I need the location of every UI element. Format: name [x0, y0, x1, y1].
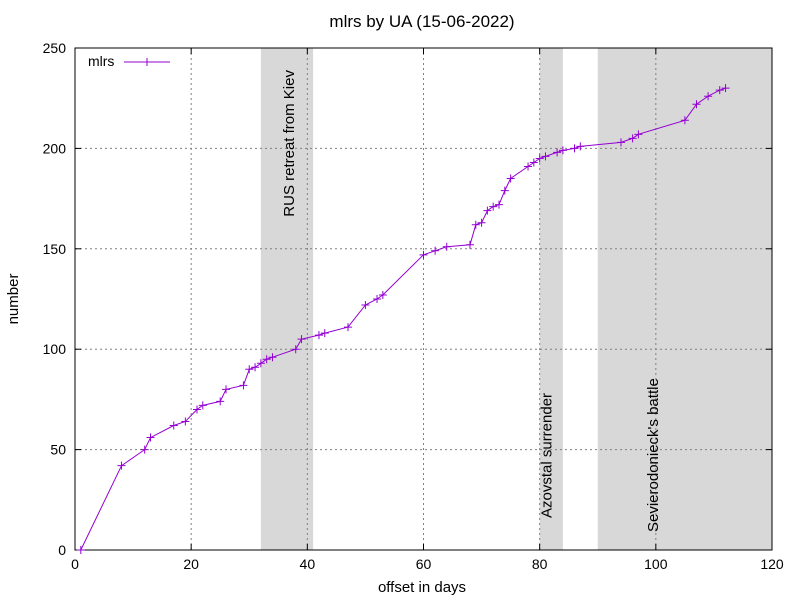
- data-point: [222, 385, 231, 394]
- band-label-2: Sevierodonieck's battle: [645, 378, 662, 532]
- band-0: [260, 48, 314, 550]
- data-point: [506, 174, 515, 183]
- data-point: [262, 355, 271, 364]
- x-tick-label-5: 100: [644, 556, 668, 572]
- data-point: [529, 158, 538, 167]
- y-tick-label-3: 150: [43, 241, 67, 257]
- data-point: [541, 152, 550, 161]
- x-tick-label-4: 80: [532, 556, 548, 572]
- data-point: [297, 335, 306, 344]
- data-point: [239, 381, 248, 390]
- x-tick-label-3: 60: [416, 556, 432, 572]
- data-point: [535, 154, 544, 163]
- band-label-1: Azovstal surrender: [539, 393, 556, 518]
- band-2: [597, 48, 772, 550]
- legend-marker-mlrs: [143, 58, 151, 66]
- data-point: [442, 242, 451, 251]
- data-point: [465, 240, 474, 249]
- data-point: [489, 202, 498, 211]
- data-point: [361, 301, 370, 310]
- x-tick-label-2: 40: [300, 556, 316, 572]
- x-tick-label-6: 120: [760, 556, 784, 572]
- band-label-0: RUS retreat from Kiev: [281, 70, 298, 217]
- data-point: [680, 116, 689, 125]
- band-labels: RUS retreat from Kiev Azovstal surrender S…: [281, 70, 662, 532]
- data-point: [524, 162, 533, 171]
- data-point: [146, 433, 155, 442]
- data-point: [471, 220, 480, 229]
- data-point: [343, 323, 352, 332]
- x-axis-title: offset in days: [378, 579, 466, 596]
- data-point: [704, 92, 713, 101]
- data-point: [419, 250, 428, 259]
- grid-lines: [75, 48, 772, 550]
- y-tick-label-5: 250: [43, 40, 67, 56]
- series-layer: [76, 84, 730, 554]
- data-point: [721, 84, 730, 93]
- y-tick-label-0: 0: [58, 542, 66, 558]
- data-point: [268, 353, 277, 362]
- legend-label-mlrs: mlrs: [88, 53, 114, 69]
- y-tick-label-4: 200: [43, 140, 67, 156]
- band-1: [539, 48, 563, 550]
- data-point: [245, 365, 254, 374]
- data-point: [181, 417, 190, 426]
- data-point: [169, 421, 178, 430]
- data-point: [140, 445, 149, 454]
- data-point: [616, 138, 625, 147]
- data-point: [117, 461, 126, 470]
- data-point: [198, 401, 207, 410]
- data-point: [570, 144, 579, 153]
- data-point: [477, 218, 486, 227]
- data-point: [431, 246, 440, 255]
- x-tick-label-1: 20: [183, 556, 199, 572]
- data-point: [576, 142, 585, 151]
- data-point: [291, 345, 300, 354]
- data-point: [558, 146, 567, 155]
- y-tick-label-1: 50: [50, 442, 66, 458]
- data-point: [320, 329, 329, 338]
- data-point: [216, 397, 225, 406]
- axis-ticks: 0 20 40 60 80 100 120 0 50 100 150 200 250: [43, 40, 784, 572]
- data-point: [378, 290, 387, 299]
- data-point: [628, 134, 637, 143]
- data-point: [192, 405, 201, 414]
- data-point: [314, 331, 323, 340]
- data-point: [251, 363, 260, 372]
- data-point: [715, 86, 724, 95]
- chart-title: mlrs by UA (15-06-2022): [329, 12, 514, 31]
- data-point: [634, 130, 643, 139]
- data-point: [483, 206, 492, 215]
- data-point: [373, 295, 382, 303]
- data-point: [692, 100, 701, 109]
- data-point: [500, 186, 509, 195]
- y-axis-title: number: [5, 274, 22, 325]
- data-point: [553, 148, 562, 157]
- data-point: [256, 359, 265, 368]
- data-point: [495, 200, 504, 209]
- data-point: [76, 546, 85, 554]
- event-bands: [260, 48, 772, 550]
- x-tick-label-0: 0: [71, 556, 79, 572]
- legend: mlrs: [88, 53, 170, 69]
- y-tick-label-2: 100: [43, 341, 67, 357]
